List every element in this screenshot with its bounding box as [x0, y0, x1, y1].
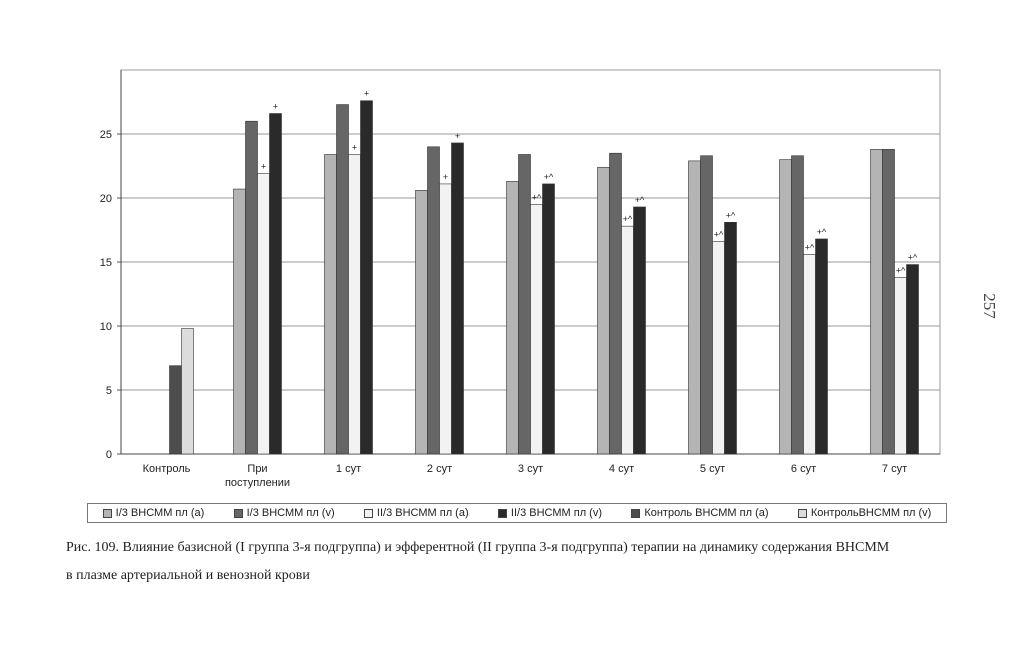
bar — [597, 166, 610, 455]
bar-annotation: +^ — [623, 214, 633, 224]
bar-annotation: +^ — [896, 265, 906, 275]
legend-swatch-1 — [102, 508, 112, 518]
bar — [724, 222, 737, 455]
figure-caption: Рис. 109. Влияние базисной (I группа 3-я… — [66, 534, 966, 590]
bar — [815, 238, 828, 455]
legend-item-1: I/3 ВНСММ пл (а) — [102, 507, 205, 519]
legend-label-4: II/3 ВНСММ пл (v) — [510, 507, 603, 519]
bar — [700, 155, 713, 455]
bar — [245, 120, 258, 455]
bar — [906, 264, 919, 455]
x-tick-label: При — [247, 463, 267, 475]
x-tick-label: 2 сут — [427, 463, 452, 475]
page-number: 257 — [979, 293, 999, 319]
bar — [336, 104, 349, 455]
bar — [233, 188, 246, 455]
bar-annotation: +^ — [544, 172, 554, 182]
bar-annotation: + — [273, 102, 278, 112]
bar — [427, 146, 440, 455]
bar — [542, 183, 555, 455]
bar — [894, 277, 907, 455]
bar — [451, 142, 464, 455]
bar-annotation: + — [443, 172, 448, 182]
bar — [882, 149, 895, 455]
bar — [181, 328, 194, 455]
bar — [803, 254, 816, 455]
bar — [870, 149, 883, 455]
x-tick-label: 4 сут — [609, 463, 634, 475]
bar-annotation: +^ — [726, 210, 736, 220]
x-tick-label: поступлении — [225, 477, 290, 489]
bar — [360, 100, 373, 455]
y-tick-label: 5 — [106, 385, 112, 397]
bar-annotation: + — [364, 89, 369, 99]
bar-annotation: +^ — [805, 242, 815, 252]
x-tick-label: 5 сут — [700, 463, 725, 475]
legend-label-3: II/3 ВНСММ пл (а) — [376, 507, 469, 519]
bar — [688, 160, 701, 455]
bar — [518, 154, 531, 455]
bar-chart: 0 5 10 15 20 25 Контроль + + При поступлении + +1 су… — [100, 69, 941, 489]
x-tick-label: 6 сут — [791, 463, 816, 475]
legend-item-6: КонтрольВНСММ пл (v) — [797, 507, 932, 519]
x-tick-label: 1 сут — [336, 463, 361, 475]
bar — [621, 225, 634, 455]
bar — [633, 206, 646, 455]
bar — [257, 173, 270, 455]
bar-annotation: + — [261, 162, 266, 172]
legend-label-5: Контроль ВНСММ пл (а) — [644, 507, 769, 519]
legend-item-4: II/3 ВНСММ пл (v) — [497, 507, 603, 519]
bar — [439, 183, 452, 455]
legend-item-3: II/3 ВНСММ пл (а) — [363, 507, 469, 519]
legend-swatch-5 — [631, 508, 641, 518]
legend-swatch-6 — [797, 508, 807, 518]
bar-annotation: +^ — [532, 192, 542, 202]
y-tick-label: 10 — [100, 321, 112, 333]
caption-line-2: в плазме артериальной и венозной крови — [66, 568, 310, 583]
legend-swatch-2 — [233, 508, 243, 518]
bar — [269, 113, 282, 455]
bar-annotation: + — [455, 131, 460, 141]
bar — [348, 154, 361, 455]
bar — [415, 190, 428, 455]
caption-line-1: Рис. 109. Влияние базисной (I группа 3-я… — [66, 540, 890, 555]
y-tick-label: 25 — [100, 129, 112, 141]
bar-annotation: +^ — [635, 195, 645, 205]
legend-label-1: I/3 ВНСММ пл (а) — [115, 507, 205, 519]
y-tick-label: 15 — [100, 257, 112, 269]
bar — [506, 181, 519, 455]
bar — [530, 204, 543, 455]
legend-item-2: I/3 ВНСММ пл (v) — [233, 507, 335, 519]
bar-annotation: +^ — [817, 227, 827, 237]
bar — [324, 154, 337, 455]
bar — [791, 155, 804, 455]
bar — [169, 365, 182, 455]
legend-label-6: КонтрольВНСММ пл (v) — [810, 507, 932, 519]
bar — [779, 159, 792, 455]
x-tick-label: Контроль — [143, 463, 191, 475]
legend-item-5: Контроль ВНСММ пл (а) — [631, 507, 769, 519]
y-tick-label: 20 — [100, 193, 112, 205]
legend-label-2: I/3 ВНСММ пл (v) — [246, 507, 335, 519]
x-tick-label: 3 сут — [518, 463, 543, 475]
legend-swatch-3 — [363, 508, 373, 518]
legend-swatch-4 — [497, 508, 507, 518]
bar-annotation: +^ — [714, 230, 724, 240]
y-tick-label: 0 — [106, 449, 112, 461]
x-tick-label: 7 сут — [882, 463, 907, 475]
chart-legend: I/3 ВНСММ пл (а) I/3 ВНСММ пл (v) II/3 В… — [87, 503, 947, 523]
bar — [712, 241, 725, 455]
bar-annotation: +^ — [908, 253, 918, 263]
bar — [609, 152, 622, 455]
bar-annotation: + — [352, 142, 357, 152]
